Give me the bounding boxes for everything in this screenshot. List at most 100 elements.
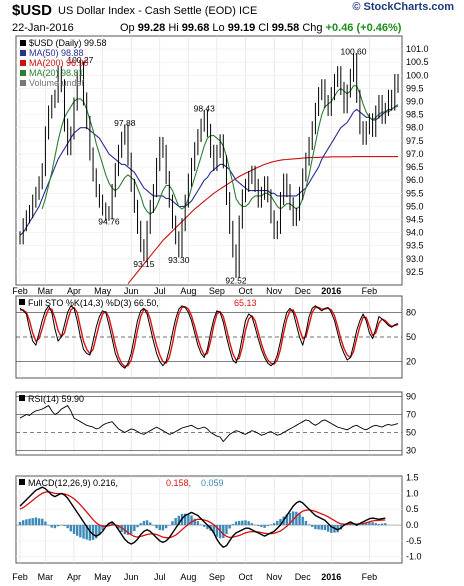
- macd-histogram-bar: [250, 523, 254, 526]
- macd-histogram-bar: [253, 524, 257, 526]
- macd-histogram-bar: [257, 525, 260, 526]
- macd-histogram-bar: [307, 524, 311, 526]
- macd-histogram-bar: [276, 520, 279, 526]
- rsi-panel-frame: [15, 391, 403, 456]
- x-tick-label-bottom: Aug: [180, 572, 196, 582]
- macd-histogram-bar: [37, 518, 41, 526]
- macd-histogram-bar: [247, 521, 250, 526]
- macd-histogram-bar: [263, 525, 266, 528]
- x-tick-label: Aug: [180, 286, 196, 296]
- macd-histogram-bar: [164, 525, 168, 529]
- x-tick-label-bottom: Nov: [266, 572, 283, 582]
- quote-date: 22-Jan-2016: [12, 22, 74, 34]
- macd-histogram-bar: [60, 524, 63, 526]
- macd-histogram-bar: [228, 525, 231, 529]
- x-tick-label-bottom: Feb: [12, 572, 28, 582]
- x-tick-label-bottom: Feb: [362, 572, 378, 582]
- close-value: 99.58: [271, 22, 300, 34]
- ohlc-readout: Op 99.28 Hi 99.68 Lo 99.19 Cl 99.58 Chg …: [120, 22, 401, 34]
- macd-histogram-bar: [288, 512, 292, 526]
- price-annotation: 100.60: [341, 47, 367, 57]
- price-y-tick: 100.0: [406, 70, 429, 80]
- macd-histogram-bar: [31, 518, 34, 526]
- macd-histogram-bar: [320, 525, 323, 530]
- change-label: Chg: [302, 22, 323, 34]
- macd-histogram-bar: [47, 525, 50, 526]
- close-label: Cl: [258, 22, 269, 34]
- macd-histogram-bar: [149, 522, 152, 526]
- price-annotation: 93.15: [133, 259, 155, 269]
- macd-histogram-bar: [237, 520, 241, 526]
- macd-histogram-bar: [129, 525, 133, 535]
- macd-histogram-bar: [279, 519, 282, 526]
- macd-histogram-bar: [34, 517, 38, 526]
- macd-histogram-bar: [174, 518, 177, 526]
- high-value: 99.68: [181, 22, 210, 34]
- price-legend-item: MA(200) 96.90: [29, 58, 89, 68]
- macd-histogram-bar: [380, 523, 384, 526]
- macd-histogram-bar: [28, 518, 31, 526]
- price-y-tick: 100.5: [406, 57, 429, 67]
- x-tick-label: May: [94, 286, 112, 296]
- macd-histogram-bar: [304, 520, 308, 526]
- macd-histogram-bar: [53, 525, 57, 529]
- x-tick-label-bottom: Apr: [67, 572, 81, 582]
- price-y-tick: 98.0: [406, 123, 424, 133]
- sto-k-line: [19, 305, 399, 369]
- macd-y-tick: -1.0: [406, 552, 422, 562]
- price-annotation: 98.43: [194, 103, 216, 113]
- macd-y-tick: 1.0: [406, 488, 419, 498]
- macd-histogram-bar: [177, 515, 181, 526]
- macd-histogram-bar: [244, 520, 247, 526]
- symbol-label: $USD: [12, 2, 53, 19]
- macd-histogram-bar: [91, 525, 95, 540]
- price-y-tick: 96.0: [406, 175, 424, 185]
- macd-histogram-bar: [260, 525, 263, 527]
- macd-histogram-bar: [168, 525, 171, 526]
- x-tick-label: Mar: [38, 286, 54, 296]
- macd-panel-frame: [15, 475, 403, 564]
- macd-histogram-bar: [358, 524, 362, 526]
- macd-histogram-bar: [272, 523, 276, 526]
- macd-histogram-bar: [311, 525, 314, 527]
- rsi-y-tick: 90: [406, 392, 416, 402]
- macd-histogram-bar: [136, 525, 139, 528]
- sto-legend-text: Full STO %K(14,3) %D(3) 66.50,: [28, 298, 159, 308]
- sto-y-tick: 20: [406, 357, 416, 367]
- macd-histogram-bar: [50, 525, 53, 528]
- macd-histogram-bar: [158, 525, 161, 531]
- x-tick-label: Jul: [154, 286, 166, 296]
- price-y-tick: 95.0: [406, 201, 424, 211]
- macd-histogram-bar: [161, 525, 165, 531]
- macd-histogram-bar: [126, 525, 130, 535]
- rsi-legend-swatch: [19, 395, 25, 401]
- macd-histogram-bar: [56, 525, 60, 527]
- macd-histogram-bar: [196, 521, 200, 526]
- sto-legend-value: 65.13: [234, 298, 257, 308]
- macd-histogram-bar: [117, 525, 120, 529]
- macd-histogram-bar: [266, 525, 269, 526]
- macd-histogram-bar: [203, 525, 206, 527]
- macd-histogram-bar: [352, 524, 355, 526]
- macd-histogram-bar: [82, 525, 85, 539]
- macd-histogram-bar: [212, 525, 215, 534]
- x-tick-label-bottom: Mar: [38, 572, 54, 582]
- price-legend-item: MA(20) 98.81: [29, 68, 84, 78]
- price-legend-item: $USD (Daily) 99.58: [29, 38, 107, 48]
- price-y-tick: 99.5: [406, 83, 424, 93]
- macd-histogram-bar: [206, 525, 209, 530]
- macd-legend-text: MACD(12,26,9) 0.216,: [28, 478, 118, 488]
- macd-line: [19, 486, 386, 548]
- macd-histogram-bar: [69, 525, 73, 532]
- legend-swatch: [20, 60, 26, 66]
- macd-histogram-bar: [225, 525, 228, 535]
- macd-histogram-bar: [269, 524, 273, 526]
- sto-legend-swatch: [19, 299, 25, 305]
- x-tick-label-bottom: Jun: [124, 572, 139, 582]
- price-y-tick: 97.5: [406, 136, 424, 146]
- x-tick-label: Feb: [12, 286, 28, 296]
- sto-y-tick: 50: [406, 332, 416, 342]
- low-label: Lo: [212, 22, 225, 34]
- macd-histogram-bar: [79, 525, 82, 538]
- x-tick-label: 2016: [321, 286, 341, 296]
